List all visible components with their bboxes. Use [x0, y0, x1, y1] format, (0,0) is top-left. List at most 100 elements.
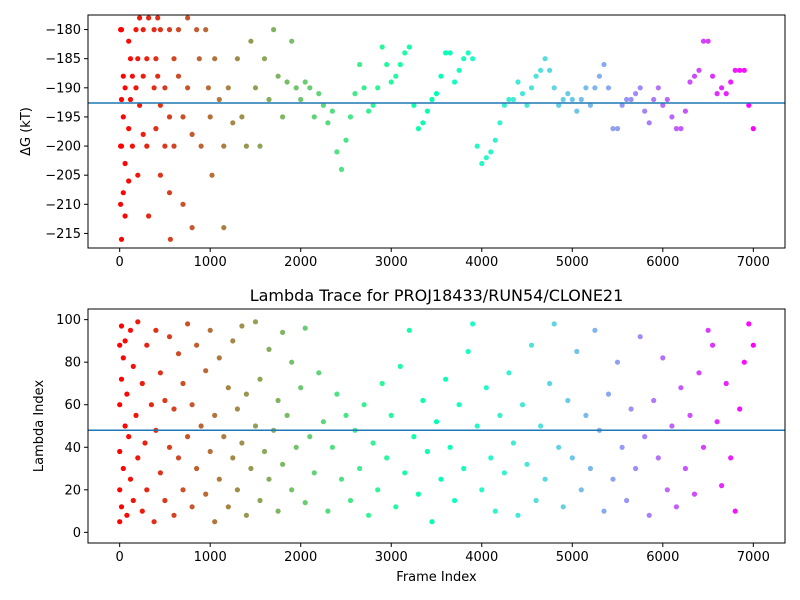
- data-point: [216, 476, 222, 482]
- data-point: [628, 96, 634, 103]
- data-point: [375, 487, 381, 493]
- data-point: [118, 236, 125, 242]
- data-point: [205, 85, 211, 91]
- x-tick-label: 5000: [556, 550, 589, 565]
- delta-g-panel: 0 1000 2000 3000 4000 5000 6000 7000 −180−185−1…: [19, 14, 786, 270]
- data-point: [137, 102, 143, 108]
- x-tick-label: 1000: [194, 255, 227, 270]
- data-point: [320, 102, 326, 108]
- data-point: [687, 412, 693, 418]
- data-point: [461, 56, 467, 62]
- data-point: [551, 85, 557, 91]
- data-point: [212, 519, 218, 525]
- data-point: [167, 236, 173, 242]
- data-point: [135, 455, 141, 461]
- data-point: [148, 402, 154, 408]
- data-point: [243, 391, 249, 397]
- x-tick-label: 2000: [284, 255, 317, 270]
- data-point: [361, 402, 367, 408]
- lambda-x-axis-label: Frame Index: [396, 570, 477, 585]
- data-point: [225, 85, 231, 91]
- data-point: [719, 85, 725, 91]
- data-point: [162, 85, 168, 91]
- data-point: [203, 27, 209, 33]
- data-point: [746, 102, 752, 108]
- data-point: [127, 56, 134, 62]
- delta-g-y-axis: −180 −185 −190 −195 −200 −205 −210 −215: [45, 23, 88, 242]
- data-point: [682, 465, 689, 472]
- data-point: [166, 27, 173, 33]
- data-point: [230, 455, 236, 461]
- data-point: [234, 487, 240, 493]
- data-point: [298, 385, 304, 391]
- data-point: [633, 465, 639, 472]
- y-tick-label: −190: [45, 81, 81, 96]
- y-tick-label: 100: [56, 313, 81, 328]
- data-point: [343, 412, 349, 418]
- data-point: [651, 397, 657, 404]
- data-point: [357, 61, 363, 68]
- data-point: [393, 73, 399, 79]
- data-point: [122, 213, 128, 219]
- data-point: [120, 114, 126, 120]
- data-point: [601, 508, 607, 514]
- delta-g-points: [118, 15, 756, 242]
- data-point: [162, 143, 168, 149]
- data-point: [216, 96, 222, 103]
- x-tick-label: 2000: [284, 550, 317, 565]
- data-point: [605, 85, 612, 91]
- data-point: [118, 504, 125, 510]
- data-point: [139, 508, 145, 514]
- data-point: [443, 50, 449, 56]
- data-point: [338, 166, 345, 172]
- data-point: [343, 137, 349, 143]
- data-point: [519, 91, 526, 97]
- data-point: [135, 56, 141, 62]
- data-point: [483, 155, 489, 161]
- data-point: [153, 126, 159, 132]
- data-point: [402, 50, 408, 56]
- data-point: [506, 96, 512, 103]
- data-point: [741, 67, 747, 73]
- data-point: [203, 368, 209, 374]
- data-point: [479, 160, 485, 167]
- data-point: [280, 329, 286, 335]
- data-point: [633, 91, 639, 97]
- data-point: [122, 423, 128, 429]
- data-point: [248, 38, 254, 44]
- data-point: [429, 96, 435, 103]
- data-point: [655, 455, 661, 461]
- data-point: [275, 73, 281, 79]
- data-point: [171, 406, 177, 412]
- data-point: [122, 160, 128, 167]
- data-point: [420, 397, 426, 404]
- data-point: [605, 391, 612, 397]
- y-tick-label: −195: [45, 110, 81, 125]
- data-point: [153, 327, 159, 333]
- data-point: [538, 67, 544, 73]
- data-point: [239, 323, 245, 329]
- data-point: [261, 448, 268, 455]
- data-point: [619, 102, 625, 108]
- data-point: [117, 342, 123, 348]
- data-point: [470, 56, 476, 62]
- data-point: [293, 444, 299, 450]
- data-point: [465, 348, 471, 355]
- lambda-trace-panel: Lambda Trace for PROJ18433/RUN54/CLONE21…: [32, 286, 786, 585]
- data-point: [669, 114, 675, 120]
- data-point: [587, 102, 594, 108]
- data-point: [157, 27, 163, 33]
- data-point: [196, 56, 202, 62]
- data-point: [574, 348, 580, 355]
- data-point: [257, 376, 263, 382]
- data-point: [140, 27, 146, 33]
- data-point: [551, 321, 557, 327]
- data-point: [166, 114, 173, 120]
- data-point: [728, 79, 734, 85]
- data-point: [583, 85, 589, 91]
- data-point: [153, 56, 159, 62]
- data-point: [307, 434, 313, 440]
- data-point: [117, 519, 123, 525]
- data-point: [284, 412, 290, 418]
- data-point: [587, 465, 594, 472]
